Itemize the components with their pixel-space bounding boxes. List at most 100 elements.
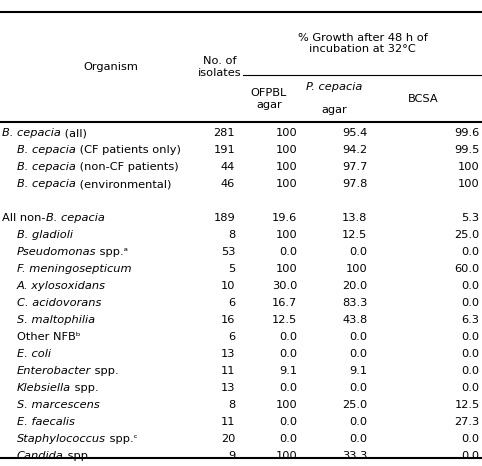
Text: 8: 8 xyxy=(228,230,235,240)
Text: B. cepacia: B. cepacia xyxy=(17,179,76,189)
Text: Organism: Organism xyxy=(83,62,138,72)
Text: All non-: All non- xyxy=(2,213,46,223)
Text: 25.0: 25.0 xyxy=(455,230,480,240)
Text: P. cepacia: P. cepacia xyxy=(306,82,362,92)
Text: 100: 100 xyxy=(276,264,297,274)
Text: 20: 20 xyxy=(221,434,235,444)
Text: 97.8: 97.8 xyxy=(342,179,367,189)
Text: 0.0: 0.0 xyxy=(349,383,367,393)
Text: 46: 46 xyxy=(221,179,235,189)
Text: 99.5: 99.5 xyxy=(454,145,480,155)
Text: 97.7: 97.7 xyxy=(342,162,367,172)
Text: No. of
isolates: No. of isolates xyxy=(198,56,241,78)
Text: A. xylosoxidans: A. xylosoxidans xyxy=(17,281,106,291)
Text: (all): (all) xyxy=(61,128,87,138)
Text: 30.0: 30.0 xyxy=(272,281,297,291)
Text: 43.8: 43.8 xyxy=(342,315,367,325)
Text: 100: 100 xyxy=(458,179,480,189)
Text: 12.5: 12.5 xyxy=(272,315,297,325)
Text: OFPBL
agar: OFPBL agar xyxy=(251,88,287,110)
Text: S. marcescens: S. marcescens xyxy=(17,400,100,410)
Text: 13.8: 13.8 xyxy=(342,213,367,223)
Text: agar: agar xyxy=(321,105,347,116)
Text: S. maltophilia: S. maltophilia xyxy=(17,315,95,325)
Text: (CF patients only): (CF patients only) xyxy=(76,145,181,155)
Text: spp.ᶜ: spp.ᶜ xyxy=(106,434,138,444)
Text: 44: 44 xyxy=(221,162,235,172)
Text: 281: 281 xyxy=(214,128,235,138)
Text: spp.: spp. xyxy=(64,451,92,461)
Text: E. faecalis: E. faecalis xyxy=(17,418,75,427)
Text: Candida: Candida xyxy=(17,451,64,461)
Text: 95.4: 95.4 xyxy=(342,128,367,138)
Text: 100: 100 xyxy=(458,162,480,172)
Text: Pseudomonas: Pseudomonas xyxy=(17,247,96,257)
Text: 100: 100 xyxy=(276,179,297,189)
Text: 0.0: 0.0 xyxy=(461,298,480,308)
Text: B. cepacia: B. cepacia xyxy=(46,213,105,223)
Text: 0.0: 0.0 xyxy=(279,434,297,444)
Text: 5.3: 5.3 xyxy=(461,213,480,223)
Text: 13: 13 xyxy=(221,383,235,393)
Text: (non-CF patients): (non-CF patients) xyxy=(76,162,178,172)
Text: 33.3: 33.3 xyxy=(342,451,367,461)
Text: B. cepacia: B. cepacia xyxy=(2,128,61,138)
Text: 6: 6 xyxy=(228,332,235,342)
Text: 9.1: 9.1 xyxy=(349,366,367,376)
Text: 12.5: 12.5 xyxy=(455,400,480,410)
Text: 6.3: 6.3 xyxy=(462,315,480,325)
Text: 9.1: 9.1 xyxy=(279,366,297,376)
Text: 0.0: 0.0 xyxy=(279,418,297,427)
Text: 11: 11 xyxy=(221,418,235,427)
Text: E. coli: E. coli xyxy=(17,350,51,359)
Text: 189: 189 xyxy=(214,213,235,223)
Text: 8: 8 xyxy=(228,400,235,410)
Text: 0.0: 0.0 xyxy=(349,332,367,342)
Text: 0.0: 0.0 xyxy=(279,332,297,342)
Text: Enterobacter: Enterobacter xyxy=(17,366,91,376)
Text: 0.0: 0.0 xyxy=(461,434,480,444)
Text: 100: 100 xyxy=(276,451,297,461)
Text: 6: 6 xyxy=(228,298,235,308)
Text: 16.7: 16.7 xyxy=(272,298,297,308)
Text: 10: 10 xyxy=(221,281,235,291)
Text: Klebsiella: Klebsiella xyxy=(17,383,71,393)
Text: Staphylococcus: Staphylococcus xyxy=(17,434,106,444)
Text: B. cepacia: B. cepacia xyxy=(17,145,76,155)
Text: Other NFBᵇ: Other NFBᵇ xyxy=(17,332,80,342)
Text: B. gladioli: B. gladioli xyxy=(17,230,73,240)
Text: 0.0: 0.0 xyxy=(349,418,367,427)
Text: 9: 9 xyxy=(228,451,235,461)
Text: 0.0: 0.0 xyxy=(349,434,367,444)
Text: 11: 11 xyxy=(221,366,235,376)
Text: 100: 100 xyxy=(276,230,297,240)
Text: 0.0: 0.0 xyxy=(461,451,480,461)
Text: 99.6: 99.6 xyxy=(455,128,480,138)
Text: spp.: spp. xyxy=(71,383,99,393)
Text: 0.0: 0.0 xyxy=(461,332,480,342)
Text: BCSA: BCSA xyxy=(408,94,439,104)
Text: 16: 16 xyxy=(221,315,235,325)
Text: 0.0: 0.0 xyxy=(461,366,480,376)
Text: (environmental): (environmental) xyxy=(76,179,171,189)
Text: B. cepacia: B. cepacia xyxy=(17,162,76,172)
Text: % Growth after 48 h of
incubation at 32°C: % Growth after 48 h of incubation at 32°… xyxy=(298,33,428,55)
Text: 100: 100 xyxy=(276,400,297,410)
Text: 0.0: 0.0 xyxy=(461,281,480,291)
Text: 83.3: 83.3 xyxy=(342,298,367,308)
Text: 100: 100 xyxy=(276,145,297,155)
Text: spp.ᵃ: spp.ᵃ xyxy=(96,247,128,257)
Text: C. acidovorans: C. acidovorans xyxy=(17,298,101,308)
Text: 5: 5 xyxy=(228,264,235,274)
Text: 0.0: 0.0 xyxy=(461,383,480,393)
Text: 94.2: 94.2 xyxy=(342,145,367,155)
Text: 0.0: 0.0 xyxy=(461,247,480,257)
Text: 13: 13 xyxy=(221,350,235,359)
Text: 0.0: 0.0 xyxy=(461,350,480,359)
Text: 0.0: 0.0 xyxy=(279,383,297,393)
Text: 27.3: 27.3 xyxy=(455,418,480,427)
Text: 0.0: 0.0 xyxy=(349,247,367,257)
Text: 100: 100 xyxy=(346,264,367,274)
Text: 12.5: 12.5 xyxy=(342,230,367,240)
Text: 0.0: 0.0 xyxy=(349,350,367,359)
